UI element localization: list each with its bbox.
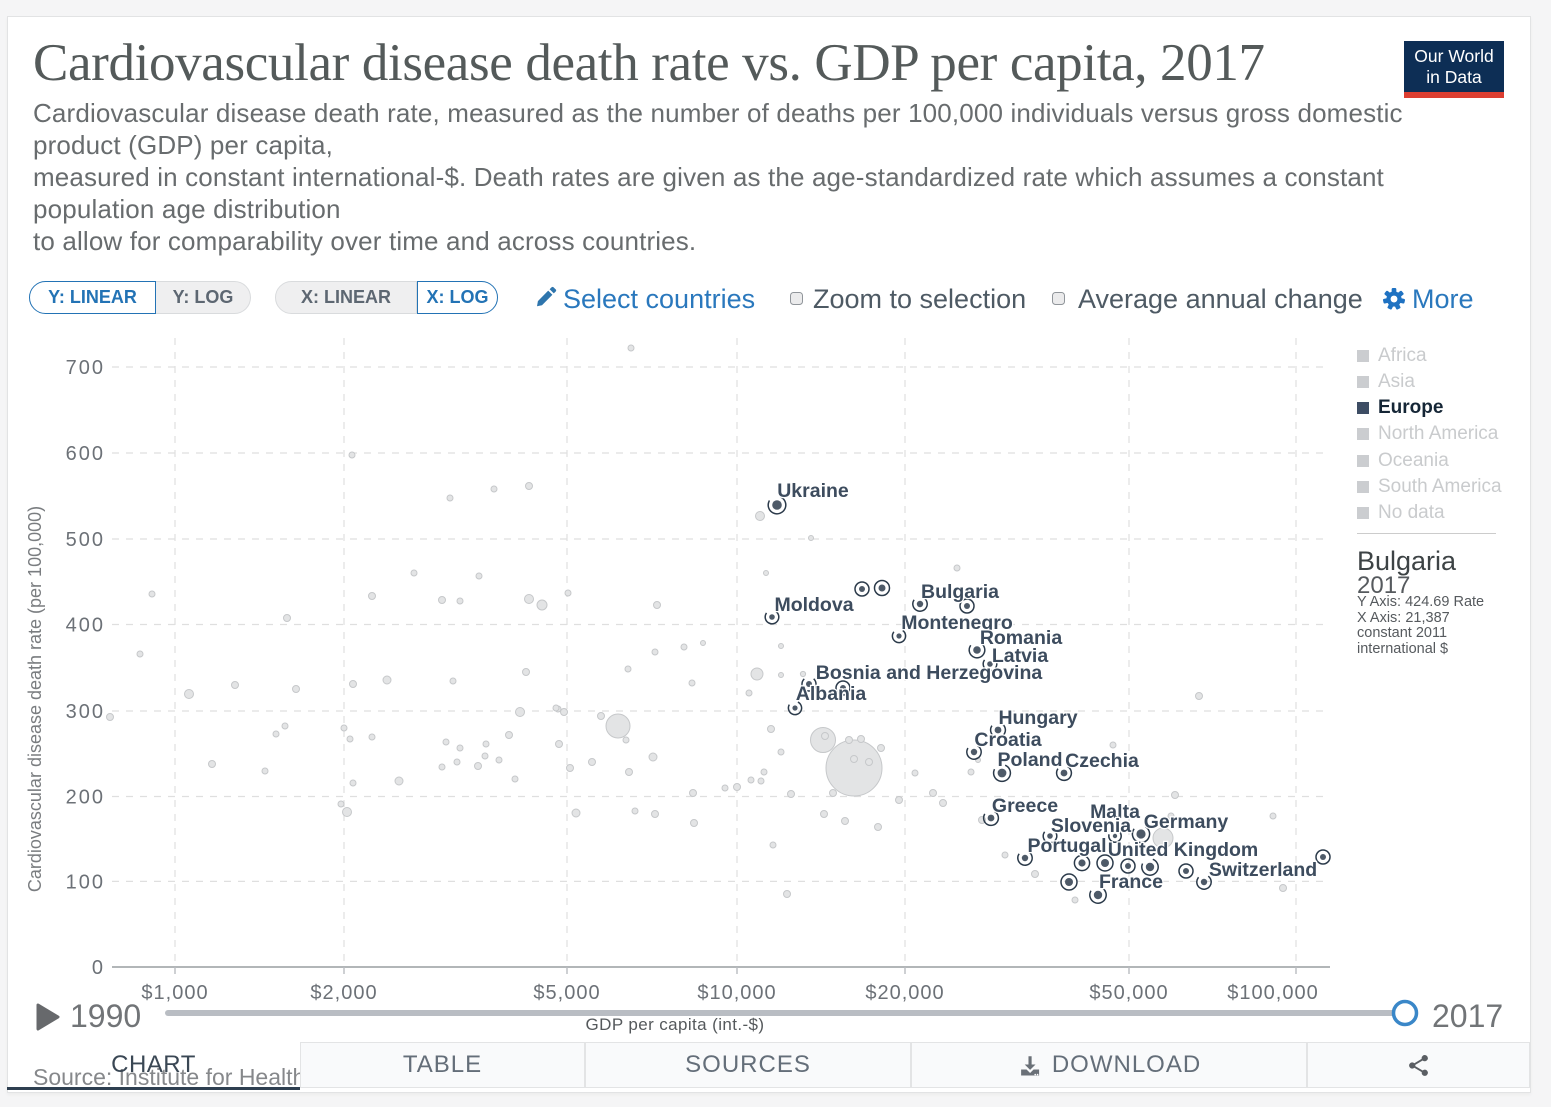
- svg-text:0: 0: [92, 957, 105, 979]
- svg-text:Greece: Greece: [992, 795, 1058, 817]
- svg-text:Germany: Germany: [1144, 811, 1229, 833]
- svg-text:$10,000: $10,000: [697, 982, 776, 1004]
- svg-text:Hungary: Hungary: [998, 707, 1077, 729]
- svg-text:Montenegro: Montenegro: [901, 612, 1013, 634]
- svg-text:Portugal: Portugal: [1027, 835, 1106, 857]
- svg-text:500: 500: [66, 529, 105, 551]
- svg-text:Latvia: Latvia: [992, 645, 1049, 667]
- svg-text:$5,000: $5,000: [533, 982, 600, 1004]
- svg-text:400: 400: [66, 615, 105, 637]
- svg-text:Malta: Malta: [1090, 801, 1140, 823]
- svg-text:Poland: Poland: [997, 749, 1062, 771]
- svg-text:$20,000: $20,000: [865, 982, 944, 1004]
- svg-text:600: 600: [66, 443, 105, 465]
- svg-text:1990: 1990: [70, 998, 141, 1034]
- svg-text:Moldova: Moldova: [774, 594, 853, 616]
- svg-text:France: France: [1099, 871, 1163, 893]
- svg-text:Ukraine: Ukraine: [777, 480, 849, 502]
- svg-text:$50,000: $50,000: [1089, 982, 1168, 1004]
- svg-text:Bosnia and Herzegovina: Bosnia and Herzegovina: [816, 662, 1043, 684]
- svg-text:Slovenia: Slovenia: [1051, 815, 1131, 837]
- svg-text:Switzerland: Switzerland: [1209, 859, 1317, 881]
- svg-text:United Kingdom: United Kingdom: [1108, 839, 1259, 861]
- svg-text:200: 200: [66, 787, 105, 809]
- svg-text:Czechia: Czechia: [1065, 750, 1139, 772]
- svg-text:Romania: Romania: [980, 627, 1063, 649]
- svg-text:100: 100: [66, 871, 105, 893]
- svg-text:Bulgaria: Bulgaria: [921, 581, 999, 603]
- svg-text:GDP per capita (int.-$): GDP per capita (int.-$): [586, 1015, 765, 1034]
- svg-text:300: 300: [66, 701, 105, 723]
- svg-text:700: 700: [66, 357, 105, 379]
- svg-text:$2,000: $2,000: [310, 982, 377, 1004]
- svg-text:$100,000: $100,000: [1227, 982, 1318, 1004]
- svg-text:Cardiovascular disease death r: Cardiovascular disease death rate (per 1…: [25, 506, 45, 892]
- svg-text:2017: 2017: [1432, 998, 1503, 1034]
- svg-text:$1,000: $1,000: [141, 982, 208, 1004]
- svg-text:Croatia: Croatia: [974, 729, 1041, 751]
- svg-text:Albania: Albania: [796, 683, 867, 705]
